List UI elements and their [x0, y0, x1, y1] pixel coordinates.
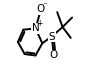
Text: ⁻: ⁻ — [42, 1, 47, 10]
Text: S: S — [48, 32, 55, 42]
Text: N: N — [32, 23, 39, 33]
Text: O: O — [50, 50, 58, 60]
Text: O: O — [37, 4, 45, 14]
Text: +: + — [36, 19, 42, 28]
